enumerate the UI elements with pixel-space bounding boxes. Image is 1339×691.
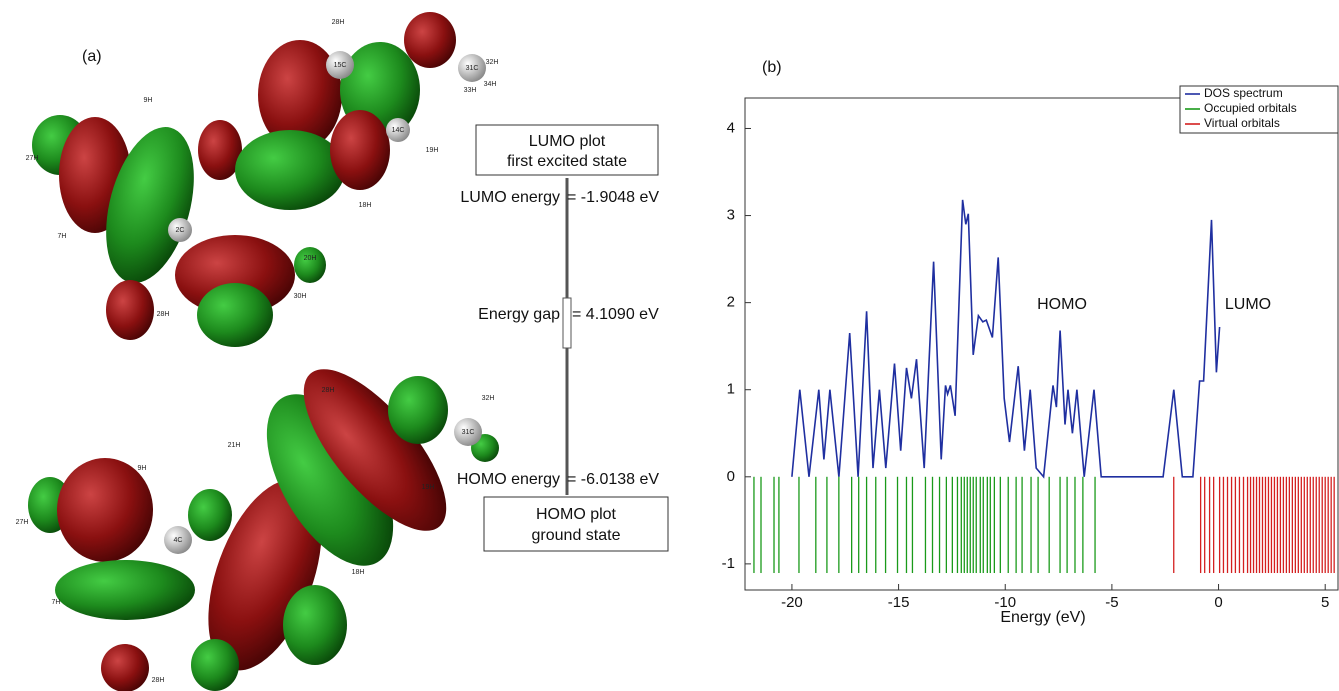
legend-box (1179, 85, 1339, 134)
annotation: HOMO (1037, 296, 1087, 313)
y-tick-label: 1 (727, 381, 735, 398)
atom-label: 9H (138, 465, 147, 472)
y-tick-label: 2 (727, 294, 735, 311)
atom-label: 19H (426, 147, 439, 154)
atom-label: 18H (352, 569, 365, 576)
atom-label: 30H (294, 293, 307, 300)
atom-label: 28H (157, 311, 170, 318)
panel-label: (b) (762, 59, 782, 76)
atom-label: 31C (462, 429, 475, 436)
box-text: first excited state (507, 153, 627, 170)
atom-label: 7H (58, 233, 67, 240)
atom-label: 20H (304, 255, 317, 262)
legend-label: DOS spectrum (1204, 86, 1283, 100)
y-tick-label: 4 (727, 119, 735, 136)
y-tick-label: 0 (727, 468, 735, 485)
atom-label: 7H (52, 599, 61, 606)
atom-label: 9H (144, 97, 153, 104)
x-tick-label: -15 (888, 594, 910, 611)
homo-molecule (28, 369, 499, 691)
box-text: HOMO plot (536, 506, 617, 523)
y-tick-label: 3 (727, 207, 735, 224)
atom-label: 2C (176, 227, 185, 234)
homo-box (483, 496, 669, 552)
x-tick-label: -5 (1105, 594, 1118, 611)
atom-label: 4C (174, 537, 183, 544)
energy-value: = -1.9048 eV (567, 189, 659, 206)
atom-label: 27H (26, 155, 39, 162)
atom-label: 32H (482, 395, 495, 402)
atom-label: 34H (484, 81, 497, 88)
atom-label: 18H (359, 202, 372, 209)
gap-bar (562, 297, 572, 349)
dos-line (791, 199, 1221, 479)
legend-label: Virtual orbitals (1204, 116, 1280, 130)
atom-label: 28H (322, 387, 335, 394)
legend-label: Occupied orbitals (1204, 101, 1297, 115)
dos-chart (744, 97, 1339, 591)
atom-label: 33H (464, 87, 477, 94)
energy-value: = 4.1090 eV (572, 306, 659, 323)
atom-label: 19H (422, 484, 435, 491)
energy-name: Energy gap (478, 306, 560, 323)
x-tick-label: 0 (1214, 594, 1222, 611)
plot-frame (744, 97, 1339, 591)
atom-label: 28H (332, 19, 345, 26)
energy-name: LUMO energy (460, 189, 560, 206)
x-tick-label: -10 (994, 594, 1016, 611)
x-tick-label: -20 (781, 594, 803, 611)
atom-label: 27H (16, 519, 29, 526)
atom-label: 14C (392, 127, 405, 134)
atom-label: 31C (466, 65, 479, 72)
atom-label: 28H (152, 677, 165, 684)
energy-name: HOMO energy (457, 471, 560, 488)
x-tick-label: 5 (1321, 594, 1329, 611)
energy-value: = -6.0138 eV (567, 471, 659, 488)
box-text: LUMO plot (529, 133, 606, 150)
box-text: ground state (532, 527, 621, 544)
lumo-molecule (32, 12, 486, 347)
lumo-box (475, 124, 659, 176)
y-tick-label: -1 (722, 555, 735, 572)
panel-label: (a) (82, 48, 102, 65)
atom-label: 21H (228, 442, 241, 449)
x-axis-label: Energy (eV) (1000, 609, 1085, 626)
atom-label: 32H (486, 59, 499, 66)
atom-label: 15C (334, 62, 347, 69)
annotation: LUMO (1225, 296, 1271, 313)
